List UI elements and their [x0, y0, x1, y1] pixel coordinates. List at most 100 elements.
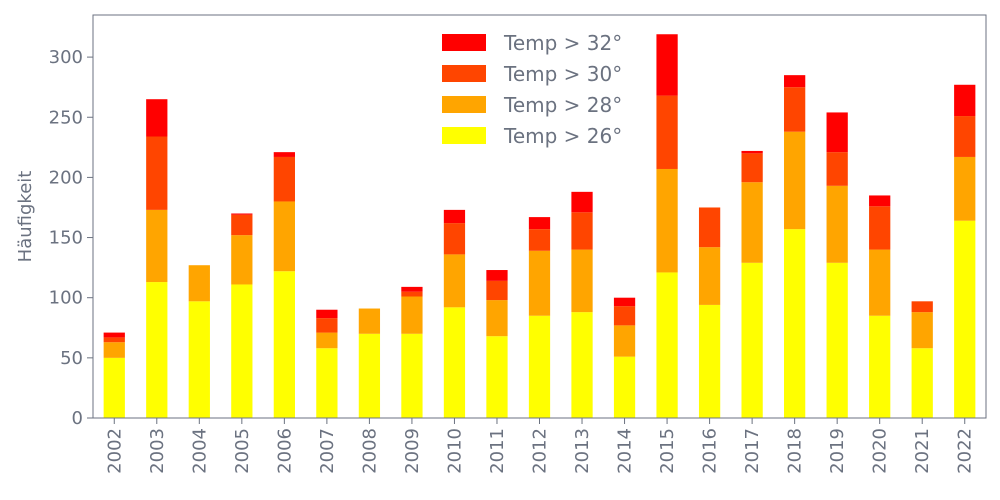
bar-segment [656, 95, 678, 169]
x-tick-label: 2016 [700, 428, 721, 474]
bar-segment [571, 312, 593, 418]
bar-segment [528, 217, 551, 230]
bar-segment [273, 201, 295, 272]
legend-swatch [442, 127, 486, 144]
bar-segment [103, 357, 125, 418]
bar-segment [401, 291, 423, 297]
bar-segment [954, 220, 976, 418]
bar-segment [954, 156, 976, 221]
bar-segment [103, 342, 125, 358]
bar-segment [401, 286, 423, 292]
bar-segment [443, 254, 466, 308]
x-tick-label: 2002 [104, 428, 125, 474]
y-axis: 0 50 100 150 200 250 300 [49, 47, 93, 429]
legend-swatch [442, 65, 486, 82]
bar-segment [316, 332, 338, 349]
bar-segment [231, 213, 253, 215]
x-tick-label: 2005 [232, 428, 253, 474]
bar-segment [358, 333, 381, 418]
bar-segment [358, 308, 381, 334]
bar-segment [273, 152, 295, 157]
bar-segment [656, 168, 678, 273]
x-tick-label: 2019 [827, 428, 848, 474]
bar-segment [613, 356, 636, 418]
bar-segment [103, 337, 125, 343]
bar-segment [911, 301, 933, 313]
x-tick-label: 2021 [912, 428, 933, 474]
bar-segment [486, 300, 508, 337]
bar-segment [656, 272, 678, 418]
bar-segment [741, 150, 763, 154]
bar-segment [613, 297, 636, 307]
y-tick-label: 0 [72, 408, 83, 429]
x-tick-label: 2008 [359, 428, 380, 474]
bar-segment [443, 209, 466, 224]
y-tick-label: 200 [49, 167, 83, 188]
bar-segment [784, 75, 806, 88]
bar-segment [571, 191, 593, 213]
bar-segment [741, 153, 763, 183]
bar-segment [273, 156, 295, 202]
bar-segment [698, 247, 721, 305]
bar-segment [869, 206, 891, 250]
bar-segment [316, 348, 338, 418]
bar-segment [826, 185, 848, 263]
bar-segment [103, 332, 125, 338]
x-tick-label: 2010 [444, 428, 465, 474]
bar-segment [698, 304, 721, 418]
bar-segment [273, 271, 295, 418]
bars-group [103, 34, 976, 418]
bar-segment [869, 315, 891, 418]
bar-segment [741, 262, 763, 418]
x-tick-label: 2020 [870, 428, 891, 474]
bar-segment [869, 195, 891, 207]
x-tick-label: 2007 [317, 428, 338, 474]
bar-segment [528, 315, 551, 418]
bar-segment [869, 249, 891, 316]
bar-segment [613, 306, 636, 326]
bar-segment [741, 182, 763, 263]
bar-segment [571, 212, 593, 250]
x-tick-label: 2013 [572, 428, 593, 474]
x-tick-label: 2022 [955, 428, 976, 474]
legend-label: Temp > 28° [503, 93, 622, 117]
bar-segment [231, 235, 253, 285]
bar-segment [443, 223, 466, 255]
y-axis-title: Häufigkeit [15, 171, 36, 263]
bar-segment [826, 112, 848, 153]
y-tick-label: 150 [49, 228, 83, 249]
y-tick-label: 100 [49, 288, 83, 309]
bar-segment [911, 312, 933, 349]
bar-segment [401, 296, 423, 334]
bar-segment [188, 301, 210, 418]
x-tick-label: 2004 [189, 428, 210, 474]
x-axis: 2002 2003 2004 2005 2006 2007 2008 2009 2010 2011… [104, 418, 976, 474]
bar-segment [954, 116, 976, 157]
bar-segment [784, 229, 806, 418]
y-tick-label: 50 [60, 348, 83, 369]
x-tick-label: 2017 [742, 428, 763, 474]
x-tick-label: 2006 [274, 428, 295, 474]
legend: Temp > 32° Temp > 30° Temp > 28° Temp > 26° [442, 31, 622, 148]
bar-segment [401, 333, 423, 418]
bar-segment [784, 131, 806, 230]
legend-label: Temp > 30° [503, 62, 622, 86]
x-tick-label: 2011 [487, 428, 508, 474]
x-tick-label: 2012 [530, 428, 551, 474]
plot-frame [92, 14, 987, 419]
y-tick-label: 300 [49, 47, 83, 68]
bar-segment [231, 284, 253, 418]
bar-segment [826, 152, 848, 186]
bar-segment [188, 265, 210, 302]
bar-segment [826, 262, 848, 418]
x-tick-label: 2003 [147, 428, 168, 474]
legend-swatch [442, 96, 486, 113]
bar-segment [146, 99, 168, 137]
bar-segment [571, 249, 593, 313]
bar-segment [528, 250, 551, 316]
bar-segment [316, 309, 338, 319]
bar-segment [528, 229, 551, 251]
bar-segment [443, 307, 466, 418]
bar-segment [954, 84, 976, 117]
